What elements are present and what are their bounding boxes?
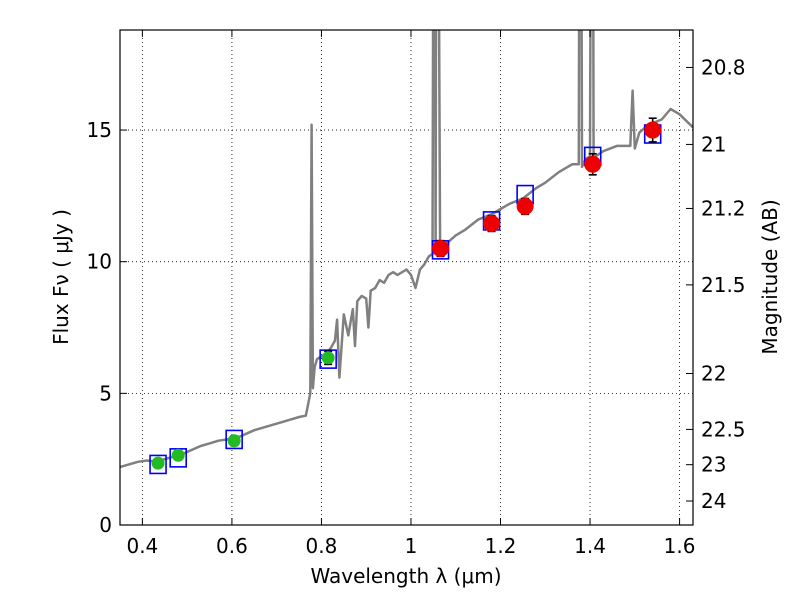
x-tick-label: 1.4 [574,534,606,558]
model-box [225,429,243,450]
plot-background [120,30,693,525]
x-tick-label: 1.6 [664,534,696,558]
y-tick-label: 15 [87,118,112,142]
y2-tick-label: 22.5 [701,417,746,441]
y-axis-label: Flux Fν ( μJy ) [49,209,73,345]
y-tick-label: 10 [87,250,112,274]
y2-tick-label: 22 [701,361,726,385]
x-tick-label: 0.4 [126,534,158,558]
y2-axis-ticks: 20.8 21 21.2 21.5 22 22.5 23 24 [686,55,746,513]
x-tick-label: 0.8 [306,534,338,558]
y2-tick-label: 21.5 [701,273,746,297]
y2-tick-label: 24 [701,489,726,513]
model-box [319,349,337,369]
nir-point [483,215,501,233]
x-tick-label: 0.6 [216,534,248,558]
y2-tick-label: 21.2 [701,196,746,220]
x-axis-label: Wavelength λ (μm) [310,564,501,588]
x-tick-label: 1.2 [485,534,517,558]
optical-point [171,448,185,462]
spectrum-line [120,30,693,469]
y2-tick-label: 21 [701,132,726,156]
plot-frame [119,29,694,526]
y-tick-label: 0 [99,513,112,537]
x-tick-label: 1 [405,534,418,558]
nir-point [644,121,662,139]
nir-point [584,155,602,173]
y2-tick-label: 20.8 [701,55,746,79]
x-axis-ticks: 0.4 0.6 0.8 1 1.2 1.4 1.6 [126,30,695,558]
nir-point [516,197,534,215]
y2-tick-label: 23 [701,453,726,477]
y-axis-ticks: 0 5 10 15 [87,118,127,537]
y2-axis-label: Magnitude (AB) [758,199,782,354]
model-box [149,454,167,475]
optical-point [151,456,165,470]
y-tick-label: 5 [99,381,112,405]
optical-point [227,434,241,448]
optical-point [321,351,335,365]
nir-point [432,240,450,258]
photometry-points [151,121,662,470]
